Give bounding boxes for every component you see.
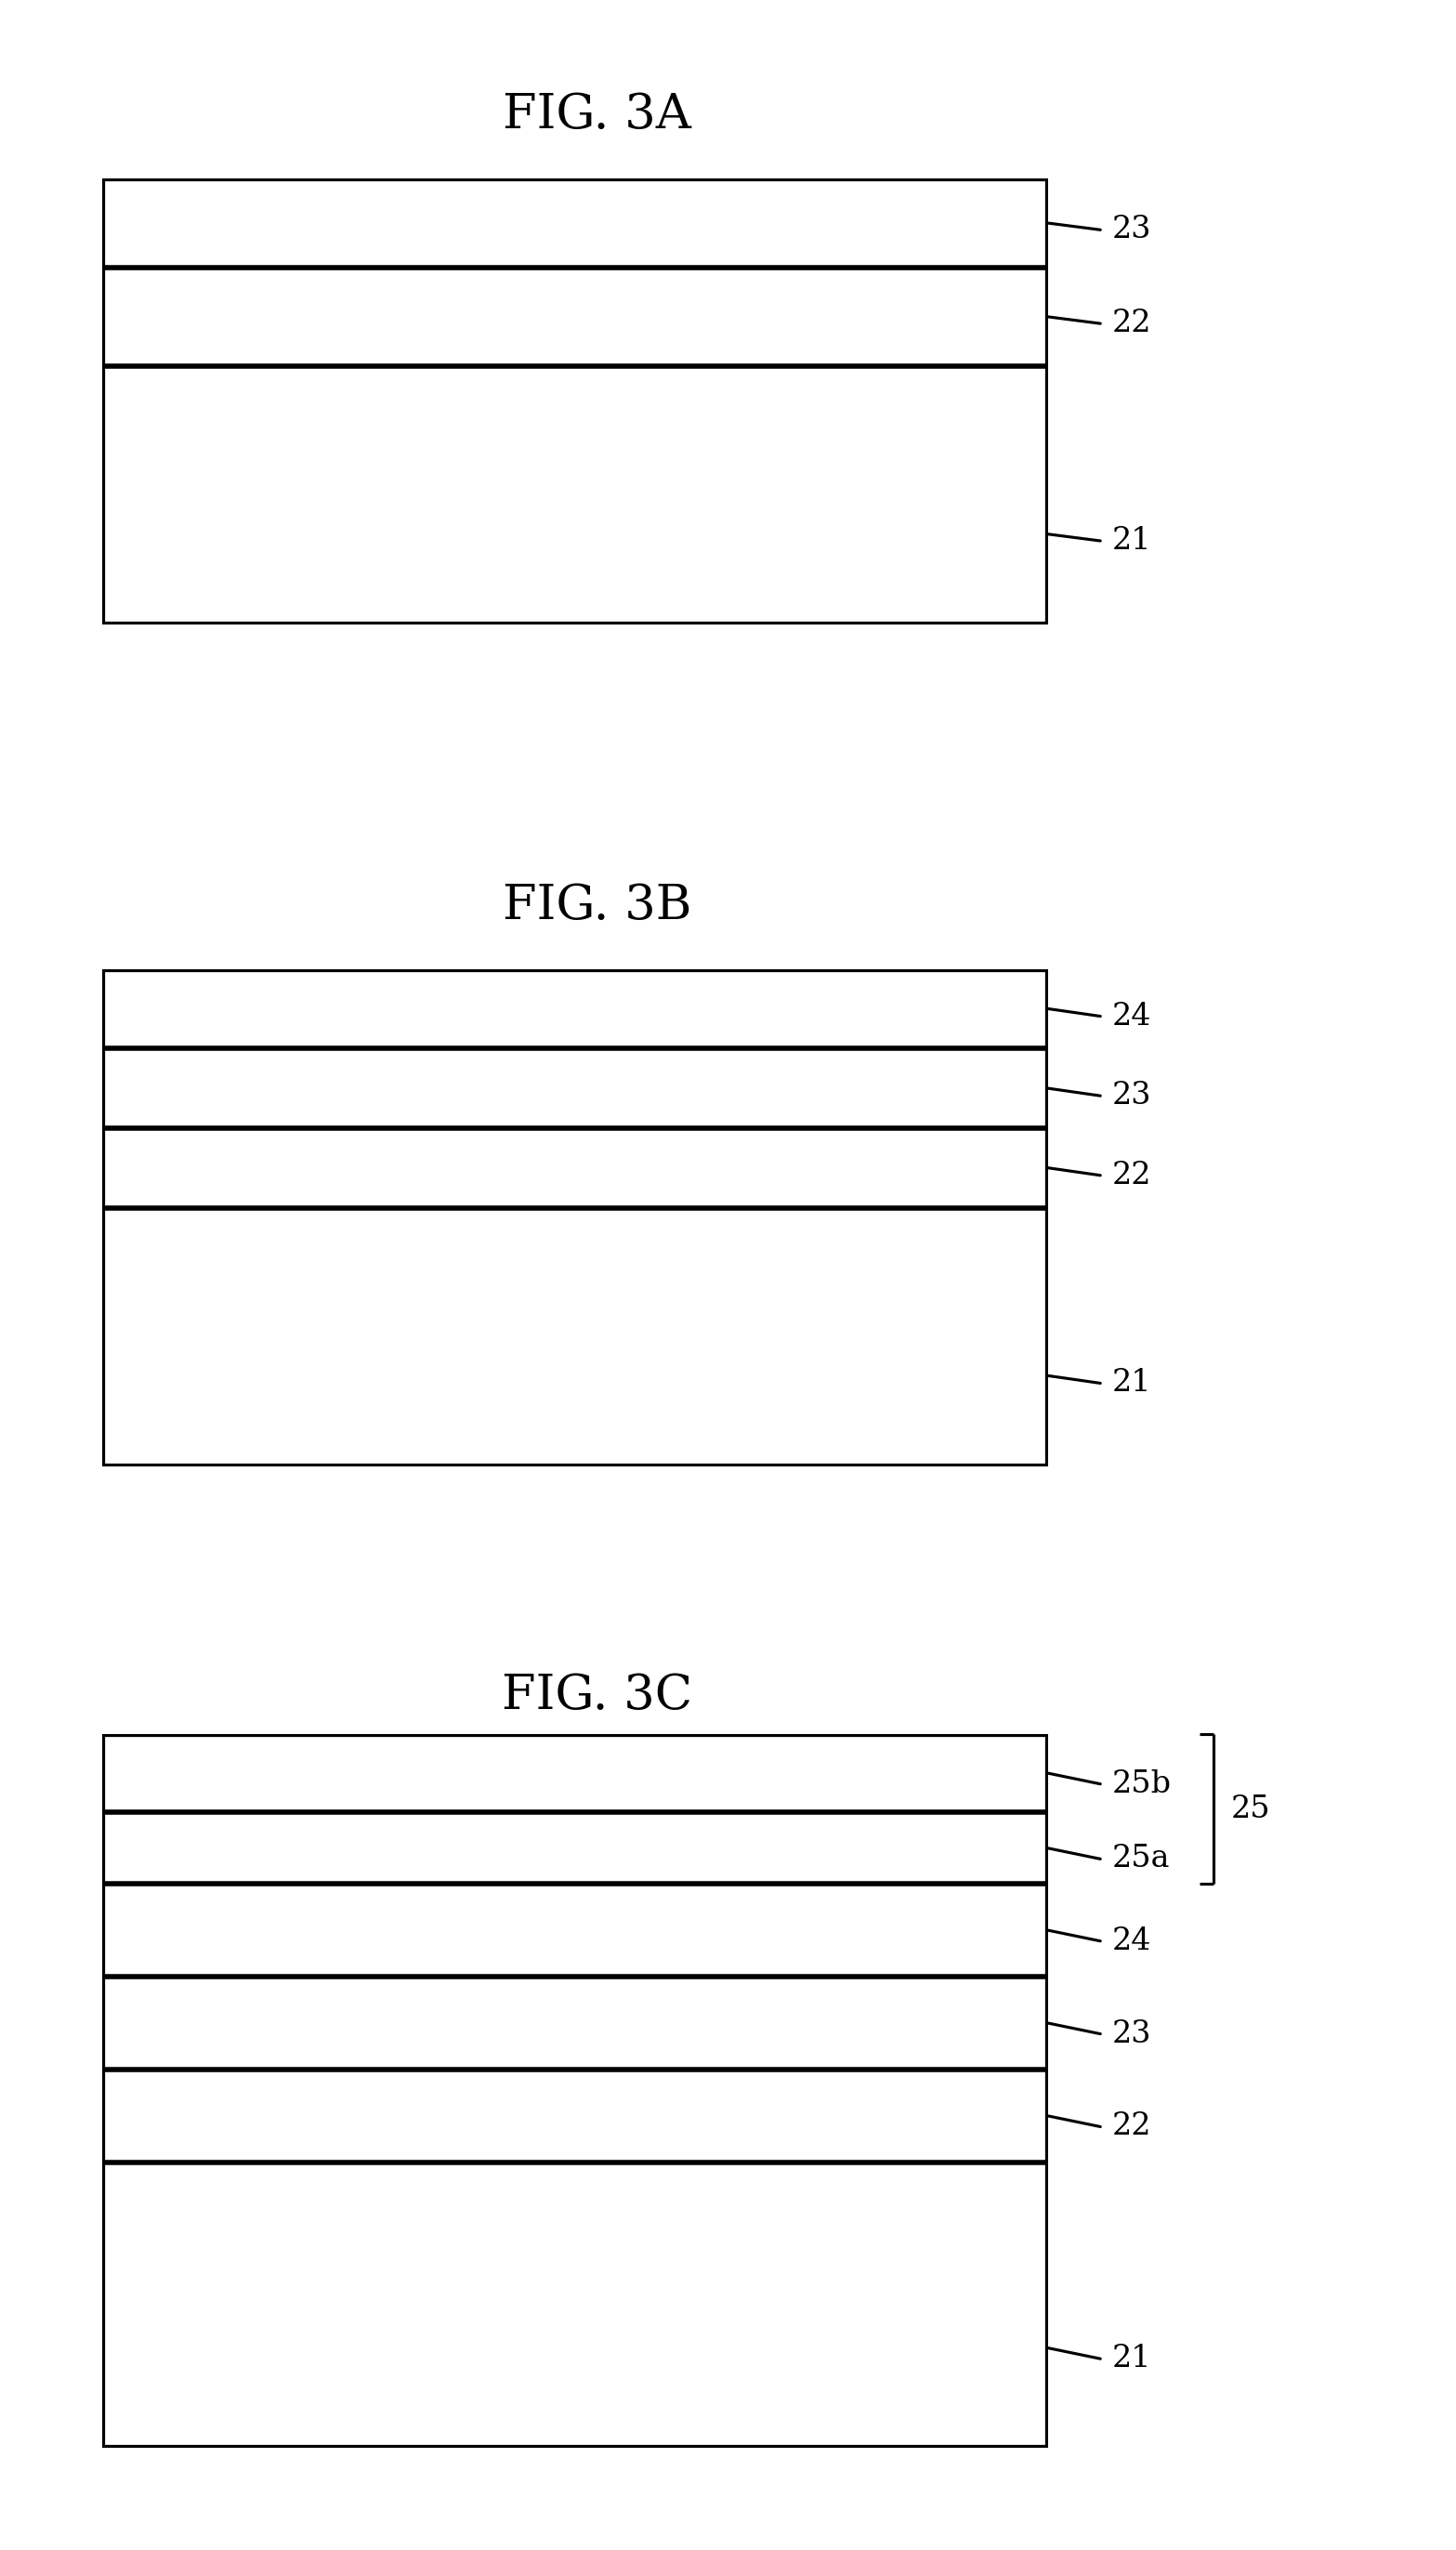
Text: 23: 23 <box>1112 2020 1152 2048</box>
Text: 24: 24 <box>1112 1002 1152 1030</box>
Text: 25a: 25a <box>1112 1844 1169 1874</box>
Text: 23: 23 <box>1112 214 1152 245</box>
Text: FIG. 3B: FIG. 3B <box>502 882 692 928</box>
Text: 21: 21 <box>1112 1369 1152 1397</box>
Text: 25b: 25b <box>1112 1770 1171 1798</box>
Text: 25: 25 <box>1230 1795 1271 1823</box>
Text: 21: 21 <box>1112 2343 1152 2374</box>
Text: 23: 23 <box>1112 1081 1152 1112</box>
Text: 22: 22 <box>1112 309 1152 339</box>
Text: 24: 24 <box>1112 1925 1152 1956</box>
Text: 22: 22 <box>1112 1160 1152 1191</box>
Text: 21: 21 <box>1112 525 1152 556</box>
Text: FIG. 3C: FIG. 3C <box>502 1673 692 1719</box>
Text: FIG. 3A: FIG. 3A <box>502 92 692 138</box>
Text: 22: 22 <box>1112 2111 1152 2142</box>
